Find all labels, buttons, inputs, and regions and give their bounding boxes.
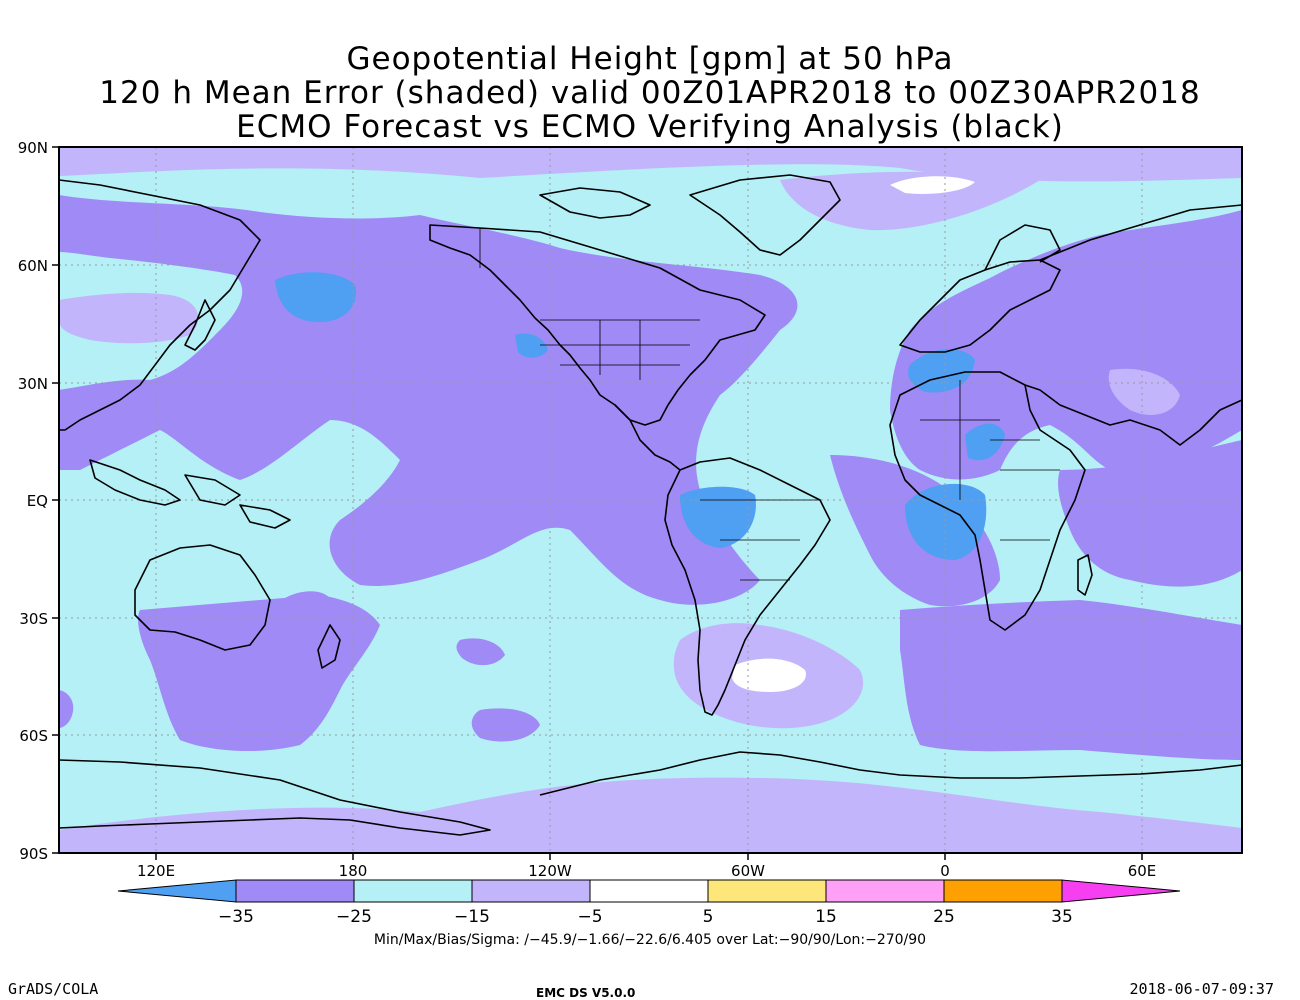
colorbar-bin-7 (943, 879, 1063, 903)
stats-line: Min/Max/Bias/Sigma: /−45.9/−1.66/−22.6/6… (374, 932, 926, 948)
colorbar (117, 879, 1181, 903)
title-line-1: Geopotential Height [gpm] at 50 hPa (346, 41, 954, 77)
lon-label-180: 180 (339, 862, 368, 880)
latitude-ticks (52, 146, 59, 854)
colorbar-bin-6 (825, 879, 945, 903)
shading-minus-5-to-5-greenland (890, 176, 975, 194)
shading-minus-35-to-minus-25 (59, 195, 1242, 760)
lon-label-0: 0 (940, 862, 950, 880)
colorbar-bin-4 (589, 879, 709, 903)
footer-timestamp: 2018-06-07-09:37 (1129, 980, 1275, 998)
longitude-ticks (155, 853, 1143, 860)
lat-label-30n: 30N (18, 375, 48, 393)
lat-label-30s: 30S (19, 610, 48, 628)
political-borders (479, 228, 1060, 581)
colorbar-tick-label: −5 (577, 907, 602, 927)
title-line-2: 120 h Mean Error (shaded) valid 00Z01APR… (99, 75, 1201, 111)
lat-label-60s: 60S (19, 727, 48, 745)
lat-label-90n: 90N (18, 139, 48, 157)
lat-label-eq: EQ (27, 492, 48, 510)
colorbar-bin-1 (235, 879, 355, 903)
colorbar-tick-label: −35 (218, 907, 254, 927)
colorbar-tick-label: −15 (454, 907, 490, 927)
coastlines (59, 174, 1242, 836)
shading-greenland-band (780, 171, 1040, 231)
lat-label-90s: 90S (19, 845, 48, 863)
colorbar-tick-label: 15 (815, 907, 837, 927)
title-line-3: ECMO Forecast vs ECMO Verifying Analysis… (236, 109, 1064, 145)
colorbar-tick-label: 25 (933, 907, 955, 927)
lon-label-60e: 60E (1128, 862, 1157, 880)
footer-grads-credit: GrADS/COLA (8, 980, 99, 998)
shading-below-minus-35 (275, 272, 1005, 560)
colorbar-tick-label: 5 (703, 907, 714, 927)
lon-label-120w: 120W (528, 862, 572, 880)
colorbar-tick-label: −25 (336, 907, 372, 927)
colorbar-bin-2 (353, 879, 473, 903)
shading-minus-5-to-5-south-atlantic (732, 658, 806, 692)
lon-label-120e: 120E (137, 862, 175, 880)
shading-minus-15-to-minus-5-east (1108, 368, 1180, 415)
shading-minus-15-to-minus-5-northwest (59, 292, 199, 344)
footer-version: EMC DS V5.0.0 (536, 986, 636, 1000)
colorbar-low-arrow (117, 879, 237, 903)
map-area (59, 147, 1242, 853)
lon-label-60w: 60W (731, 862, 765, 880)
graticule (59, 147, 1242, 853)
colorbar-tick-label: 35 (1051, 907, 1073, 927)
colorbar-bin-3 (471, 879, 591, 903)
colorbar-bin-5 (707, 879, 827, 903)
shading-antarctic-band (59, 777, 1242, 853)
colorbar-high-arrow (1061, 879, 1181, 903)
lat-label-60n: 60N (18, 257, 48, 275)
